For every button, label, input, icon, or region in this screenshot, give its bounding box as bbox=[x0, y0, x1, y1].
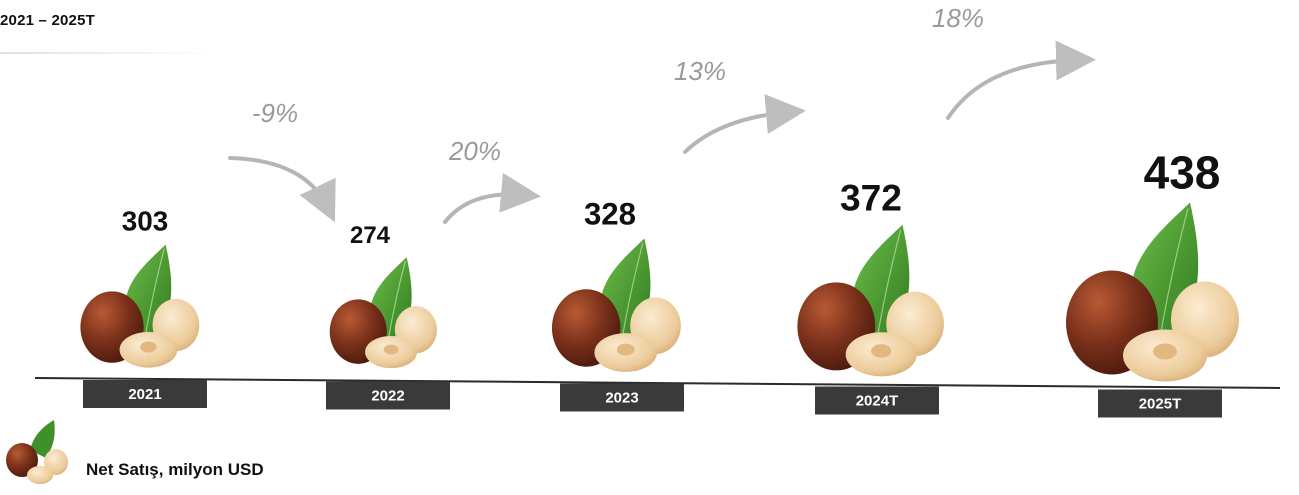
category-label-box bbox=[326, 381, 450, 410]
growth-label: 20% bbox=[448, 136, 501, 166]
legend: Net Satış, milyon USD bbox=[4, 420, 344, 490]
hazelnut-hollow bbox=[383, 344, 399, 355]
legend-label: Net Satış, milyon USD bbox=[86, 460, 264, 479]
hazelnut-mark bbox=[329, 257, 437, 369]
leaf-vein bbox=[1159, 208, 1189, 338]
category-label: 2021 bbox=[128, 386, 161, 403]
category-label: 2025T bbox=[1139, 396, 1182, 413]
growth-arrow bbox=[228, 156, 336, 223]
hazelnut-mark bbox=[551, 238, 681, 372]
category-label: 2023 bbox=[605, 390, 638, 407]
growth-label: -9% bbox=[252, 98, 298, 128]
value-label: 438 bbox=[1144, 147, 1221, 199]
category-label: 2022 bbox=[371, 388, 404, 405]
hazelnut-hollow bbox=[1153, 343, 1177, 360]
hazelnut-mark bbox=[1066, 202, 1239, 382]
growth-label: 13% bbox=[674, 56, 726, 86]
leaf-vein bbox=[621, 242, 644, 340]
category-label: 2024T bbox=[856, 393, 899, 410]
category-label-box bbox=[83, 380, 207, 408]
value-label: 303 bbox=[122, 206, 169, 237]
leaf-vein bbox=[144, 248, 165, 338]
period-label: 2021 – 2025T bbox=[0, 12, 95, 29]
hazelnut-mark bbox=[797, 224, 944, 377]
category-label-box bbox=[560, 383, 684, 412]
category-label-box bbox=[1098, 389, 1222, 418]
hazelnut-hollow bbox=[871, 344, 892, 358]
hazelnut-icon bbox=[6, 420, 68, 484]
growth-arrow bbox=[443, 172, 541, 224]
growth-arrow bbox=[683, 94, 806, 154]
growth-label: 18% bbox=[932, 3, 984, 33]
value-label: 328 bbox=[584, 197, 636, 232]
period-divider bbox=[0, 52, 220, 54]
x-axis-line bbox=[34, 377, 1281, 389]
hazelnut-mark bbox=[80, 244, 200, 368]
hazelnut-hollow bbox=[616, 343, 635, 356]
hazelnut-hollow bbox=[140, 341, 157, 353]
category-label-box bbox=[815, 386, 939, 415]
value-label: 274 bbox=[350, 222, 391, 249]
growth-arrow bbox=[946, 40, 1096, 120]
leaf-vein bbox=[387, 260, 406, 342]
leaf-vein bbox=[876, 229, 902, 340]
value-label: 372 bbox=[840, 177, 902, 219]
